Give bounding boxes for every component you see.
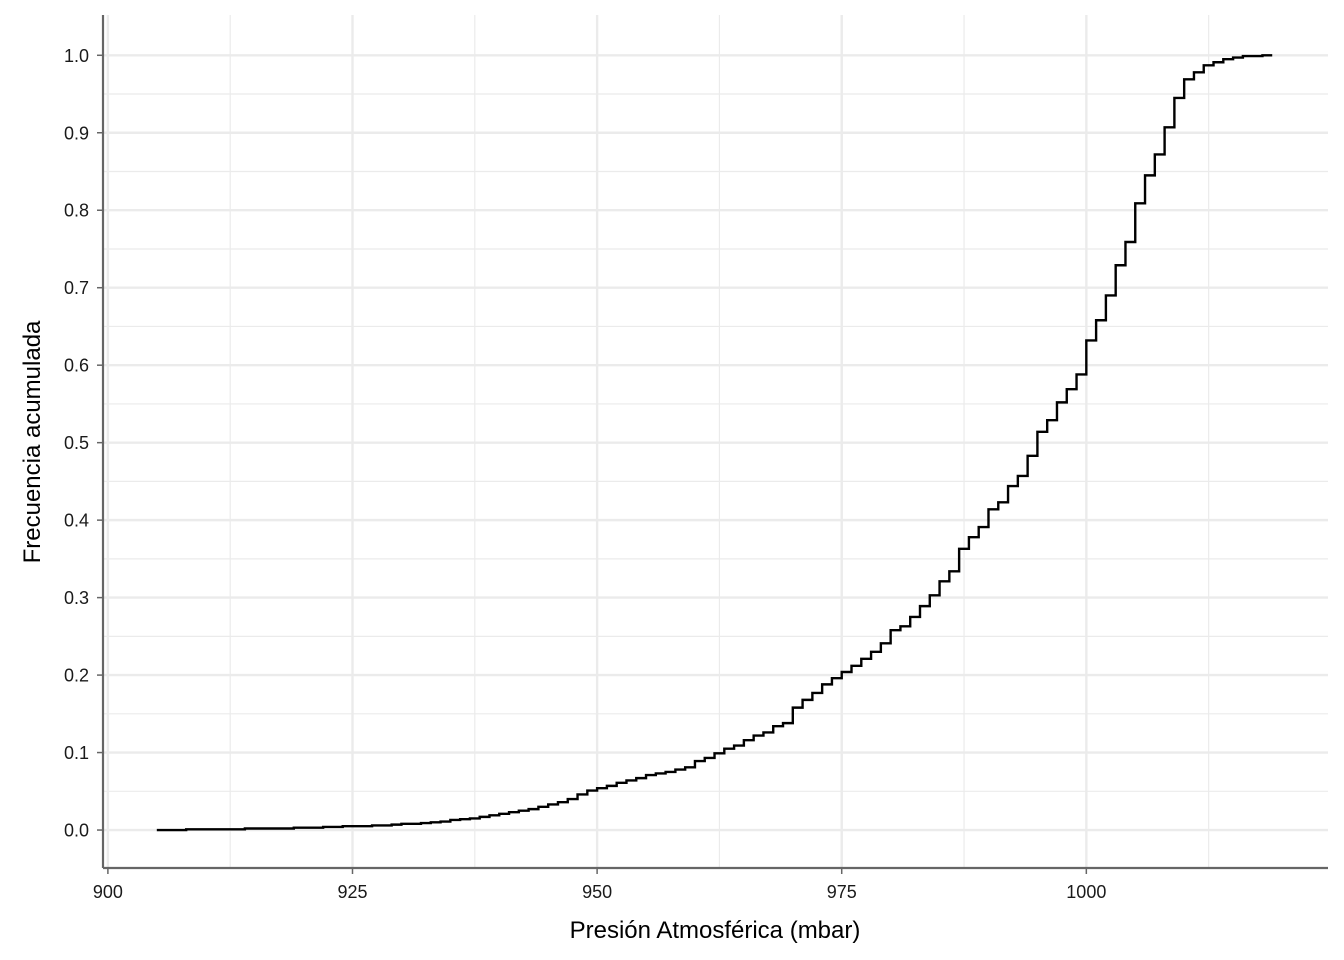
y-tick-label: 0.8 xyxy=(64,201,89,221)
y-tick-label: 0.4 xyxy=(64,511,89,531)
ecdf-step-line xyxy=(156,54,1273,832)
x-tick-label: 925 xyxy=(337,882,367,902)
grid xyxy=(97,15,1328,874)
y-tick-label: 0.2 xyxy=(64,666,89,686)
y-tick-label: 0.5 xyxy=(64,433,89,453)
x-tick-label: 900 xyxy=(93,882,123,902)
y-axis-label: Frecuencia acumulada xyxy=(19,320,46,563)
x-tick-label: 950 xyxy=(582,882,612,902)
x-tick-labels: 900 925 950 975 1000 xyxy=(93,882,1106,902)
x-tick-label: 975 xyxy=(827,882,857,902)
axes xyxy=(101,15,1328,870)
y-tick-label: 1.0 xyxy=(64,46,89,66)
y-tick-label: 0.6 xyxy=(64,356,89,376)
y-tick-label: 0.3 xyxy=(64,588,89,608)
x-axis-label: Presión Atmosférica (mbar) xyxy=(570,917,861,944)
y-tick-labels: 0.0 0.1 0.2 0.3 0.4 0.5 0.6 0.7 0.8 0.9 1.0 xyxy=(64,46,89,841)
y-tick-label: 0.0 xyxy=(64,821,89,841)
y-tick-label: 0.1 xyxy=(64,743,89,763)
x-tick-label: 1000 xyxy=(1066,882,1106,902)
y-tick-label: 0.9 xyxy=(64,123,89,143)
y-tick-label: 0.7 xyxy=(64,278,89,298)
